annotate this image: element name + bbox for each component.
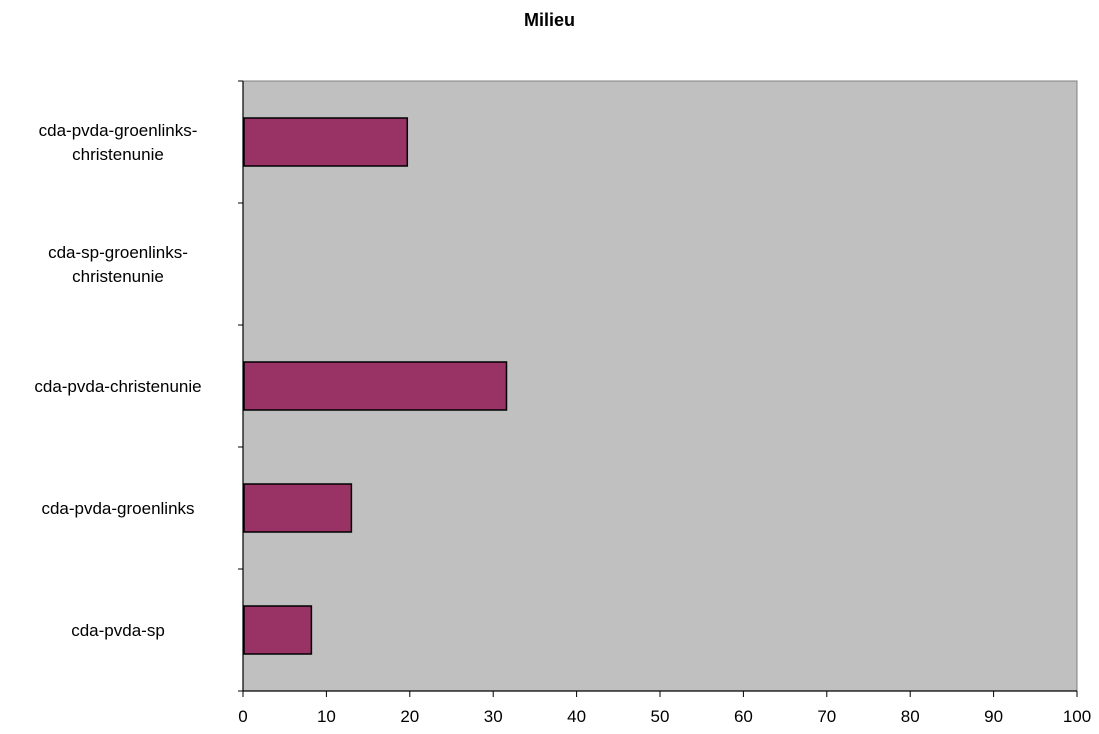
x-tick-label: 50 xyxy=(651,707,670,726)
x-tick-label: 90 xyxy=(984,707,1003,726)
category-label: cda-sp-groenlinks-christenunie xyxy=(48,243,188,286)
x-tick-label: 30 xyxy=(484,707,503,726)
bar-3 xyxy=(243,483,353,533)
category-label-line: cda-sp-groenlinks- xyxy=(48,243,188,262)
bar-4 xyxy=(243,605,313,655)
bars-layer xyxy=(243,117,508,655)
category-label-line: cda-pvda-groenlinks- xyxy=(39,121,198,140)
x-tick-label: 70 xyxy=(817,707,836,726)
chart-title: Milieu xyxy=(523,10,575,30)
category-label: cda-pvda-groenlinks-christenunie xyxy=(39,121,198,164)
category-label: cda-pvda-sp xyxy=(71,621,165,640)
category-label: cda-pvda-groenlinks xyxy=(41,499,194,518)
category-label-line: cda-pvda-sp xyxy=(71,621,165,640)
x-tick-label: 10 xyxy=(317,707,336,726)
bar-0 xyxy=(243,117,409,167)
labels-layer: 0 10 20 30 40 50 60 70 80 90 100 cda-pvda-groenlink… xyxy=(34,121,1091,726)
x-tick-label: 20 xyxy=(400,707,419,726)
category-label-line: cda-pvda-christenunie xyxy=(34,377,201,396)
category-label-line: christenunie xyxy=(72,145,164,164)
axes-layer xyxy=(238,80,1078,697)
x-tick-label: 40 xyxy=(567,707,586,726)
bar-2 xyxy=(243,361,508,411)
category-label: cda-pvda-christenunie xyxy=(34,377,201,396)
x-tick-label: 80 xyxy=(901,707,920,726)
x-tick-label: 100 xyxy=(1063,707,1091,726)
x-tick-label: 60 xyxy=(734,707,753,726)
category-label-line: christenunie xyxy=(72,267,164,286)
x-tick-label: 0 xyxy=(238,707,247,726)
category-label-line: cda-pvda-groenlinks xyxy=(41,499,194,518)
